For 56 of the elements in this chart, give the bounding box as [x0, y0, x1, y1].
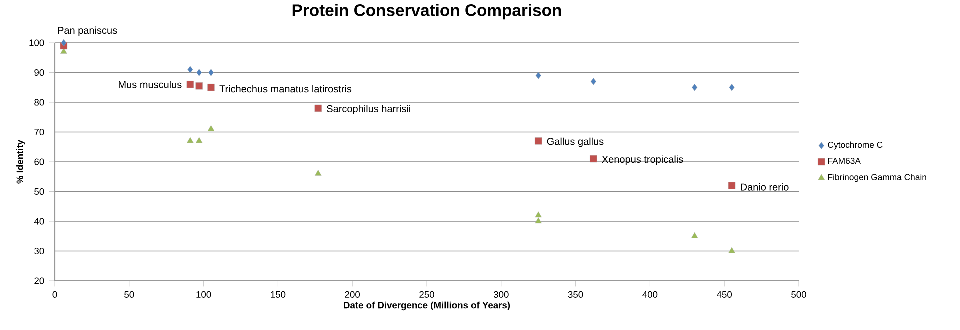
- point: [691, 232, 698, 238]
- point: [208, 125, 215, 132]
- point: [196, 82, 203, 90]
- point: [315, 170, 322, 176]
- point: [196, 69, 202, 76]
- y-tick-label: 70: [34, 128, 44, 136]
- x-tick-label: 150: [271, 291, 286, 298]
- x-axis-title: Date of Divergence (Millions of Years): [344, 302, 510, 311]
- point: [196, 137, 203, 144]
- point: [535, 212, 542, 218]
- point: [314, 104, 322, 112]
- annotation: Trichechus manatus latirostris: [220, 85, 352, 93]
- point: [536, 72, 542, 80]
- annotation: Gallus gallus: [547, 138, 604, 148]
- annotation: Mus musculus: [119, 81, 182, 88]
- x-tick-label: 200: [345, 291, 360, 298]
- x-tick-label: 350: [568, 291, 584, 298]
- x-tick-label: 500: [792, 291, 806, 298]
- chart-title: Protein Conservation Comparison: [292, 4, 562, 20]
- point: [590, 155, 598, 163]
- annotation: Sarcophilus harrisii: [327, 105, 410, 114]
- y-axis-title: % Identity: [16, 140, 26, 184]
- y-tick-label: 40: [34, 218, 44, 225]
- annotation: Xenopus tropicalis: [602, 156, 684, 166]
- x-tick-label: 300: [494, 291, 509, 298]
- point: [61, 39, 67, 47]
- y-tick-label: 20: [34, 278, 44, 284]
- legend-label: FAM63A: [828, 158, 861, 164]
- x-tick-label: 400: [642, 291, 658, 298]
- x-tick-label: 100: [196, 291, 212, 298]
- x-tick-label: 450: [717, 291, 732, 298]
- point: [535, 218, 542, 224]
- point: [208, 69, 214, 76]
- y-tick-label: 100: [30, 40, 44, 46]
- y-tick-label: 50: [34, 188, 44, 196]
- legend-label: Cytochrome C: [828, 142, 883, 150]
- point: [186, 81, 194, 88]
- x-tick-label: 50: [124, 291, 134, 298]
- point: [729, 84, 735, 92]
- point: [188, 66, 194, 74]
- x-tick-label: 250: [420, 291, 434, 298]
- point: [590, 78, 596, 86]
- point: [728, 182, 736, 190]
- point: [535, 138, 542, 145]
- x-tick-label: 0: [52, 291, 58, 298]
- legend-label: Fibrinogen Gamma Chain: [828, 174, 926, 182]
- point: [728, 247, 736, 254]
- y-tick-label: 90: [34, 69, 44, 76]
- annotation: Danio rerio: [741, 183, 789, 191]
- y-tick-label: 60: [34, 158, 44, 166]
- y-tick-label: 30: [34, 248, 44, 255]
- point: [187, 137, 194, 144]
- y-tick-label: 80: [34, 99, 44, 106]
- annotation: Pan paniscus: [58, 26, 118, 36]
- point: [692, 84, 698, 92]
- point: [208, 84, 215, 92]
